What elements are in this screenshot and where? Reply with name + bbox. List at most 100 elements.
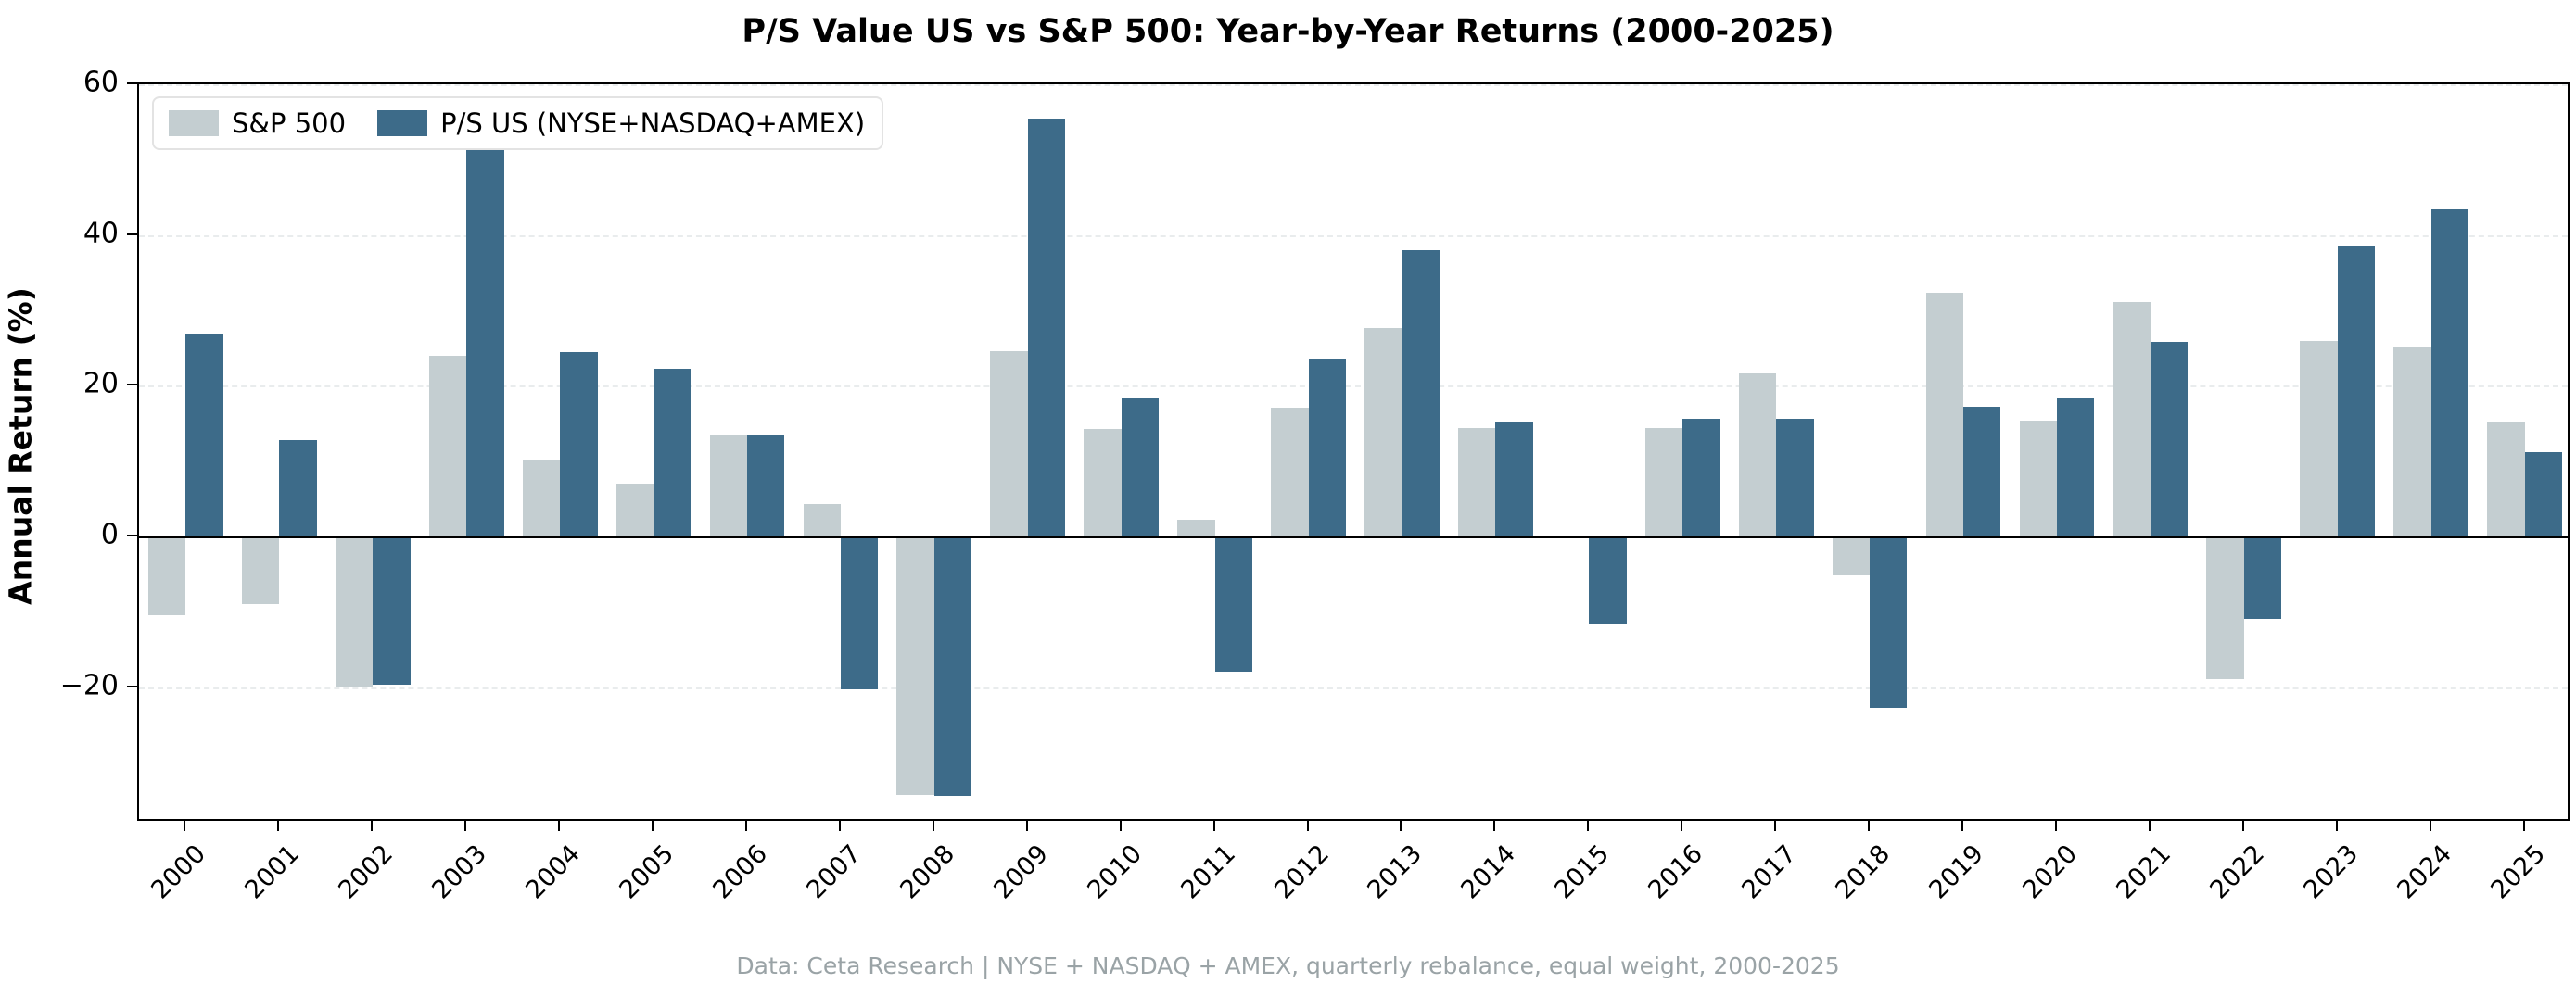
x-axis-tick-label: 2020 — [2017, 839, 2083, 905]
bar-sp500-2025 — [2487, 421, 2525, 536]
chart-legend[interactable]: S&P 500 P/S US (NYSE+NASDAQ+AMEX) — [152, 96, 884, 150]
gridline — [139, 84, 2568, 86]
bar-sp500-2010 — [1084, 428, 1122, 536]
x-axis-tick — [1306, 821, 1309, 831]
bar-ps-us-2007 — [840, 536, 879, 690]
bar-sp500-2002 — [335, 536, 374, 687]
x-axis-tick-label: 2015 — [1549, 839, 1616, 905]
bar-sp500-2000 — [148, 536, 186, 616]
x-axis-tick — [838, 821, 841, 831]
x-axis-tick — [1212, 821, 1215, 831]
bar-sp500-2001 — [242, 536, 280, 605]
x-axis-tick-label: 2019 — [1923, 839, 1989, 905]
legend-swatch-sp500-icon — [169, 110, 219, 136]
y-axis-tick — [127, 685, 137, 687]
y-axis-tick-label: 40 — [82, 217, 119, 250]
x-axis-tick-label: 2022 — [2204, 839, 2270, 905]
bar-ps-us-2002 — [373, 536, 411, 686]
x-axis-tick — [1025, 821, 1028, 831]
y-axis-tick — [127, 233, 137, 235]
bar-ps-us-2021 — [2150, 342, 2189, 536]
legend-item-ps-us[interactable]: P/S US (NYSE+NASDAQ+AMEX) — [377, 107, 865, 139]
x-axis-tick-label: 2025 — [2484, 839, 2551, 905]
bar-sp500-2017 — [1738, 373, 1777, 536]
bar-ps-us-2017 — [1776, 419, 1814, 536]
bar-sp500-2012 — [1271, 407, 1309, 536]
bar-ps-us-2010 — [1121, 398, 1160, 536]
bar-ps-us-2019 — [1963, 407, 2001, 536]
bar-sp500-2007 — [803, 503, 841, 536]
bar-ps-us-2013 — [1402, 249, 1440, 536]
x-axis-tick — [2241, 821, 2244, 831]
gridline — [139, 234, 2568, 237]
gridline — [139, 687, 2568, 689]
bar-ps-us-2024 — [2430, 209, 2468, 536]
y-axis-tick-label: 20 — [82, 367, 119, 400]
x-axis-tick-label: 2002 — [333, 839, 400, 905]
bar-sp500-2005 — [615, 484, 654, 536]
bar-ps-us-2016 — [1682, 419, 1720, 536]
x-axis-tick-label: 2013 — [1362, 839, 1428, 905]
bar-sp500-2009 — [990, 350, 1028, 536]
bar-sp500-2006 — [709, 435, 747, 536]
bar-ps-us-2001 — [279, 439, 317, 536]
x-axis-tick — [1493, 821, 1496, 831]
x-axis-tick-label: 2003 — [426, 839, 493, 905]
bar-ps-us-2012 — [1308, 359, 1346, 536]
bar-sp500-2019 — [1925, 293, 1963, 536]
x-axis-tick — [1400, 821, 1402, 831]
x-axis-tick-label: 2005 — [614, 839, 679, 905]
x-axis-tick — [2335, 821, 2338, 831]
x-axis-tick — [371, 821, 374, 831]
bar-sp500-2022 — [2206, 536, 2244, 680]
x-axis-tick — [184, 821, 186, 831]
legend-item-sp500[interactable]: S&P 500 — [169, 107, 346, 139]
bar-ps-us-2004 — [560, 351, 598, 536]
bar-ps-us-2003 — [466, 117, 504, 536]
x-axis-tick-label: 2017 — [1736, 839, 1803, 905]
x-axis-tick — [2429, 821, 2431, 831]
y-axis-label: Annual Return (%) — [2, 287, 39, 605]
x-axis-tick — [1961, 821, 1963, 831]
y-axis-tick — [127, 82, 137, 84]
x-axis-tick — [652, 821, 654, 831]
legend-label-ps-us: P/S US (NYSE+NASDAQ+AMEX) — [440, 107, 866, 139]
chart-footnote: Data: Ceta Research | NYSE + NASDAQ + AM… — [736, 952, 1840, 979]
plot-area — [137, 82, 2570, 821]
bar-ps-us-2000 — [185, 334, 223, 536]
zero-baseline — [139, 536, 2568, 538]
chart-title: P/S Value US vs S&P 500: Year-by-Year Re… — [742, 13, 1834, 50]
x-axis-tick-label: 2004 — [520, 839, 587, 905]
legend-swatch-ps-us-icon — [377, 110, 428, 136]
x-axis-tick — [2522, 821, 2525, 831]
x-axis-tick-label: 2023 — [2298, 839, 2364, 905]
x-axis-tick-label: 2009 — [988, 839, 1054, 905]
x-axis-tick-label: 2010 — [1082, 839, 1148, 905]
y-axis-tick-label: −20 — [59, 669, 119, 702]
y-axis-tick — [127, 534, 137, 536]
x-axis-tick — [558, 821, 561, 831]
y-axis-tick — [127, 384, 137, 386]
x-axis-tick-label: 2021 — [2111, 839, 2176, 905]
bar-sp500-2003 — [428, 355, 467, 536]
bar-ps-us-2009 — [1027, 119, 1066, 536]
x-axis-tick-label: 2012 — [1268, 839, 1335, 905]
x-axis-tick-label: 2018 — [1830, 839, 1896, 905]
x-axis-tick-label: 2000 — [146, 839, 212, 905]
bar-ps-us-2005 — [654, 368, 692, 536]
legend-label-sp500: S&P 500 — [232, 107, 347, 139]
bar-ps-us-2018 — [1870, 536, 1908, 709]
bar-ps-us-2020 — [2056, 398, 2095, 536]
x-axis-tick — [745, 821, 747, 831]
bar-ps-us-2025 — [2524, 451, 2562, 536]
bar-ps-us-2008 — [933, 536, 972, 796]
bar-ps-us-2022 — [2243, 536, 2282, 619]
bar-sp500-2018 — [1832, 536, 1871, 576]
x-axis-tick — [1587, 821, 1590, 831]
bar-ps-us-2006 — [747, 435, 785, 536]
bar-sp500-2013 — [1364, 327, 1402, 536]
x-axis-tick-label: 2011 — [1175, 839, 1241, 905]
x-axis-tick-label: 2014 — [1455, 839, 1522, 905]
x-axis-tick — [277, 821, 280, 831]
